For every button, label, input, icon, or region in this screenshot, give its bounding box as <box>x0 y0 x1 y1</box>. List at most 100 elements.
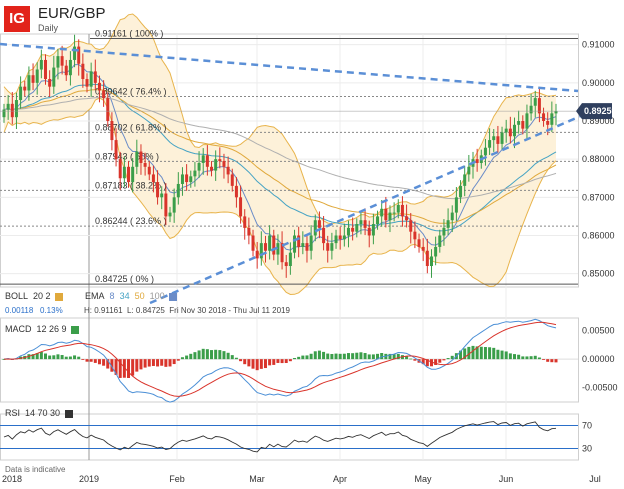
macd-histogram-bar <box>496 349 500 360</box>
candle-body <box>508 128 512 137</box>
macd-histogram-bar <box>48 355 52 360</box>
candle-body <box>89 71 93 87</box>
macd-histogram-bar <box>234 357 238 360</box>
macd-histogram-bar <box>546 359 550 362</box>
price-tick-label: 0.88000 <box>582 154 615 164</box>
candle-body <box>488 140 492 148</box>
candle-body <box>193 170 197 177</box>
candle-body <box>31 75 35 83</box>
boll-params: 20 2 <box>33 291 51 301</box>
candle-body <box>106 98 110 122</box>
macd-histogram-bar <box>118 359 122 378</box>
candle-body <box>226 166 230 175</box>
boll-label: BOLL <box>5 291 29 301</box>
macd-histogram-bar <box>533 355 537 360</box>
fib-level-label: 0.89642 ( 76.4% ) <box>95 87 167 97</box>
candle-body <box>533 98 537 106</box>
candle-body <box>156 182 160 198</box>
candle-body <box>450 212 454 221</box>
time-label: Jun <box>499 474 514 484</box>
candle-body <box>417 239 421 247</box>
candle-body <box>164 193 168 217</box>
candle-body <box>483 147 487 156</box>
candle-body <box>334 235 338 244</box>
boll-values: 0.00118 0.13% <box>5 306 63 315</box>
macd-histogram-bar <box>371 354 375 360</box>
macd-histogram-bar <box>247 359 251 367</box>
candle-body <box>168 212 172 217</box>
candle-body <box>363 220 367 228</box>
candle-body <box>413 231 417 240</box>
boll-value: 0.00118 <box>5 306 34 315</box>
boll-legend[interactable]: BOLL 20 2 <box>5 291 64 301</box>
macd-histogram-bar <box>342 353 346 360</box>
candle-body <box>297 235 301 247</box>
candle-body <box>330 243 334 251</box>
time-label: 2018 <box>2 474 22 484</box>
macd-histogram-bar <box>73 355 77 360</box>
macd-tick-label: 0.00000 <box>582 354 615 364</box>
macd-histogram-bar <box>521 356 525 360</box>
macd-histogram-bar <box>425 359 429 367</box>
macd-histogram-bar <box>421 359 425 365</box>
candle-body <box>73 46 77 60</box>
macd-signal-line <box>3 321 557 397</box>
macd-histogram-bar <box>135 359 139 372</box>
macd-histogram-bar <box>525 356 529 360</box>
candle-body <box>147 166 151 175</box>
macd-legend[interactable]: MACD 12 26 9 <box>5 324 80 334</box>
candle-body <box>114 140 118 160</box>
macd-histogram-bar <box>309 353 313 360</box>
macd-histogram-bar <box>396 353 400 360</box>
candle-body <box>247 227 251 236</box>
macd-histogram-bar <box>77 356 81 360</box>
rsi-tick-label: 70 <box>582 421 592 431</box>
ema-legend[interactable]: EMA 8 34 50 100 <box>85 291 178 301</box>
candle-body <box>442 227 446 236</box>
macd-histogram-bar <box>210 350 214 360</box>
candle-body <box>517 121 521 125</box>
candle-body <box>64 65 68 76</box>
candle-body <box>97 82 101 91</box>
macd-histogram-bar <box>81 359 85 360</box>
macd-histogram-bar <box>68 356 72 360</box>
macd-histogram-bar <box>60 355 64 360</box>
macd-tick-label: 0.00500 <box>582 326 615 336</box>
macd-histogram-bar <box>197 350 201 360</box>
macd-histogram-bar <box>450 355 454 360</box>
last-price-badge <box>576 103 612 120</box>
macd-histogram-bar <box>2 359 6 360</box>
ema-color-swatch <box>169 292 178 301</box>
candle-body <box>10 103 14 118</box>
candle-body <box>438 235 442 247</box>
candle-body <box>409 220 413 232</box>
macd-histogram-bar <box>222 351 226 360</box>
candle-body <box>48 79 52 87</box>
macd-histogram-bar <box>479 346 483 360</box>
macd-histogram-bar <box>351 353 355 360</box>
macd-params: 12 26 9 <box>36 324 67 334</box>
candle-body <box>135 151 139 167</box>
candle-body <box>176 183 180 198</box>
candle-body <box>284 262 288 267</box>
candle-body <box>529 105 533 114</box>
macd-histogram-bar <box>467 346 471 360</box>
macd-histogram-bar <box>180 357 184 360</box>
rsi-legend[interactable]: RSI 14 70 30 <box>5 408 73 418</box>
macd-histogram-bar <box>31 354 35 360</box>
macd-histogram-bar <box>193 352 197 360</box>
macd-color-swatch <box>71 325 80 334</box>
fib-level-label: 0.84725 ( 0% ) <box>95 274 154 284</box>
range-low: L: 0.84725 <box>127 306 165 315</box>
candle-body <box>85 79 89 87</box>
macd-histogram-bar <box>164 359 168 367</box>
macd-histogram-bar <box>359 352 363 360</box>
time-label: Mar <box>249 474 265 484</box>
macd-histogram-bar <box>293 357 297 360</box>
macd-histogram-bar <box>185 355 189 360</box>
macd-histogram-bar <box>363 353 367 360</box>
candle-body <box>301 243 305 247</box>
price-tick-label: 0.89000 <box>582 116 615 126</box>
ig-logo[interactable]: IG <box>4 6 30 32</box>
macd-line <box>3 318 557 403</box>
